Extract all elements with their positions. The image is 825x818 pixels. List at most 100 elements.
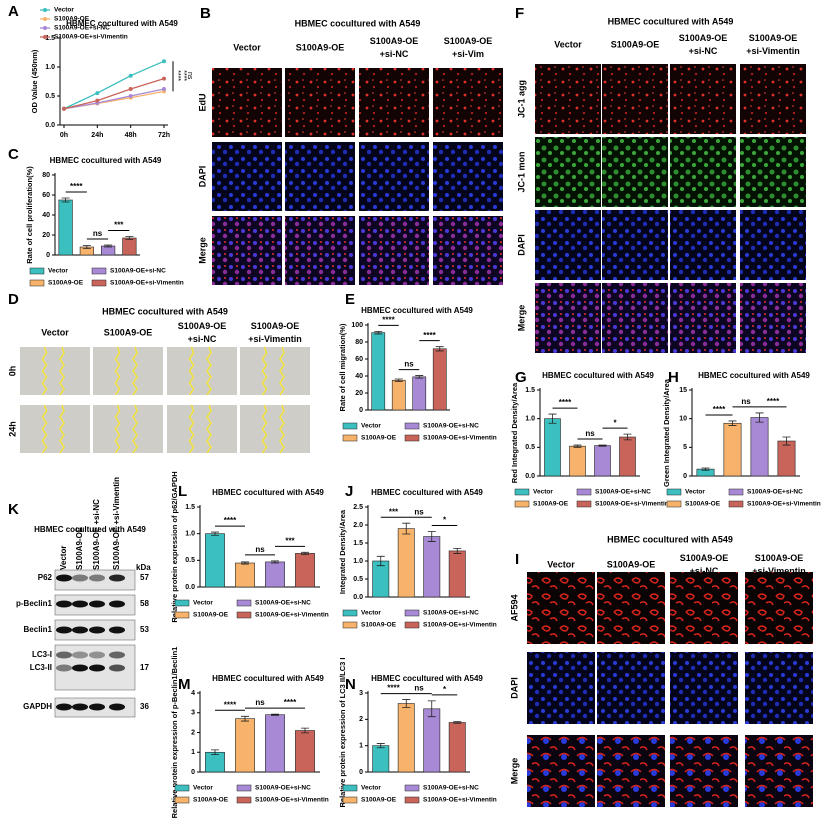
column-label: Vector bbox=[233, 42, 261, 52]
column-label: S100A9-OE +si-NC bbox=[92, 499, 101, 570]
bar bbox=[265, 714, 285, 773]
blot-band bbox=[109, 600, 125, 608]
error-bar bbox=[573, 444, 582, 448]
error-bar bbox=[394, 378, 403, 382]
error-bar bbox=[82, 245, 91, 249]
column-label: S100A9-OE bbox=[75, 526, 84, 570]
error-bar bbox=[728, 420, 737, 426]
bar bbox=[122, 237, 137, 256]
y-axis-label: Integrated Density/Area bbox=[338, 509, 347, 594]
blot-band bbox=[72, 600, 88, 608]
micrograph bbox=[597, 652, 665, 724]
series-line bbox=[63, 88, 165, 110]
scratch-edge bbox=[279, 346, 285, 396]
blot-band bbox=[72, 651, 88, 659]
micrograph bbox=[745, 652, 813, 724]
y-tick-label: 0 bbox=[359, 407, 363, 414]
annotation: ns bbox=[255, 545, 265, 554]
legend-swatch bbox=[576, 488, 592, 496]
micrograph bbox=[285, 68, 355, 137]
bar bbox=[397, 703, 415, 773]
legend-label: S100A9-OE+si-Vimentin bbox=[255, 612, 329, 619]
y-axis-label: Relative protein expression of p62/GAPDH bbox=[170, 471, 179, 622]
panel-label: I bbox=[515, 551, 519, 568]
legend-swatch bbox=[29, 279, 45, 287]
micrograph bbox=[167, 405, 237, 453]
bar bbox=[58, 199, 73, 256]
y-tick-label: 1.5 bbox=[353, 540, 363, 547]
scratch-edge bbox=[41, 404, 48, 454]
kda-label: 17 bbox=[140, 663, 149, 672]
micrograph bbox=[535, 283, 601, 353]
micrograph bbox=[670, 283, 736, 353]
panel-title: HBMEC cocultured with A549 bbox=[295, 18, 421, 28]
column-label: S100A9-OE bbox=[296, 42, 345, 52]
row-label: EdU bbox=[197, 94, 207, 112]
legend-label: Vector bbox=[533, 489, 553, 496]
legend-swatch bbox=[514, 488, 530, 496]
annotation: ns bbox=[404, 360, 414, 369]
point bbox=[95, 91, 100, 96]
annotation: **** bbox=[284, 698, 297, 707]
bar bbox=[750, 417, 769, 477]
y-tick-label: 0 bbox=[683, 473, 687, 480]
blot-band bbox=[109, 703, 125, 711]
blot-band bbox=[56, 664, 72, 672]
kda-label: 57 bbox=[140, 573, 149, 582]
row-label: 0h bbox=[7, 366, 17, 377]
column-label: S100A9-OE bbox=[749, 33, 798, 43]
micrograph bbox=[597, 572, 665, 644]
blot-band bbox=[89, 600, 105, 608]
error-bar bbox=[271, 560, 279, 564]
bar bbox=[723, 422, 742, 477]
legend-label: Vector bbox=[685, 489, 705, 496]
chart-title: HBMEC cocultured with A549 bbox=[371, 488, 483, 497]
annotation: *** bbox=[389, 507, 399, 516]
annotation: **** bbox=[713, 405, 726, 414]
annotation: * bbox=[443, 685, 447, 694]
bar bbox=[205, 533, 225, 588]
legend-label: S100A9-OE+si-Vimentin bbox=[255, 797, 329, 804]
legend-swatch bbox=[174, 611, 190, 619]
legend-label: S100A9-OE bbox=[361, 435, 397, 442]
micrograph bbox=[670, 572, 738, 644]
point bbox=[128, 73, 133, 78]
chart-title: HBMEC cocultured with A549 bbox=[66, 19, 178, 28]
column-label: S100A9-OE bbox=[178, 321, 227, 331]
blot-band bbox=[56, 651, 72, 659]
y-tick-label: 0.5 bbox=[353, 576, 363, 583]
y-tick-label: 1 bbox=[191, 749, 195, 756]
point bbox=[128, 87, 133, 92]
column-label: S100A9-OE bbox=[104, 327, 153, 337]
row-label: DAPI bbox=[509, 677, 519, 699]
panel-title: HBMEC cocultured with A549 bbox=[102, 306, 228, 316]
legend-label: Vector bbox=[361, 785, 381, 792]
micrograph bbox=[670, 64, 736, 134]
panel-label: F bbox=[515, 5, 524, 22]
micrograph bbox=[745, 735, 813, 807]
error-bar bbox=[623, 433, 632, 441]
micrograph bbox=[93, 347, 163, 395]
y-tick-label: 60 bbox=[42, 192, 50, 199]
micrograph bbox=[527, 572, 595, 644]
legend-swatch bbox=[342, 434, 358, 442]
bar bbox=[777, 440, 796, 477]
legend-label: S100A9-OE+si-NC bbox=[423, 610, 479, 617]
row-label: DAPI bbox=[516, 234, 526, 256]
bar bbox=[372, 560, 390, 598]
point bbox=[162, 59, 166, 64]
error-bar bbox=[61, 197, 70, 203]
scratch-edge bbox=[114, 404, 121, 454]
legend-label: S100A9-OE+si-Vimentin bbox=[423, 622, 497, 629]
point bbox=[95, 98, 100, 103]
scratch-edge bbox=[188, 346, 195, 396]
panel-label: M bbox=[178, 676, 191, 693]
scratch-edge bbox=[114, 346, 121, 396]
legend-marker bbox=[43, 17, 47, 21]
legend-swatch bbox=[404, 609, 420, 617]
column-label: S100A9-OE bbox=[444, 36, 493, 46]
scratch-edge bbox=[206, 346, 212, 396]
blot-band bbox=[89, 574, 105, 582]
chart-title: HBMEC cocultured with A549 bbox=[371, 674, 483, 683]
